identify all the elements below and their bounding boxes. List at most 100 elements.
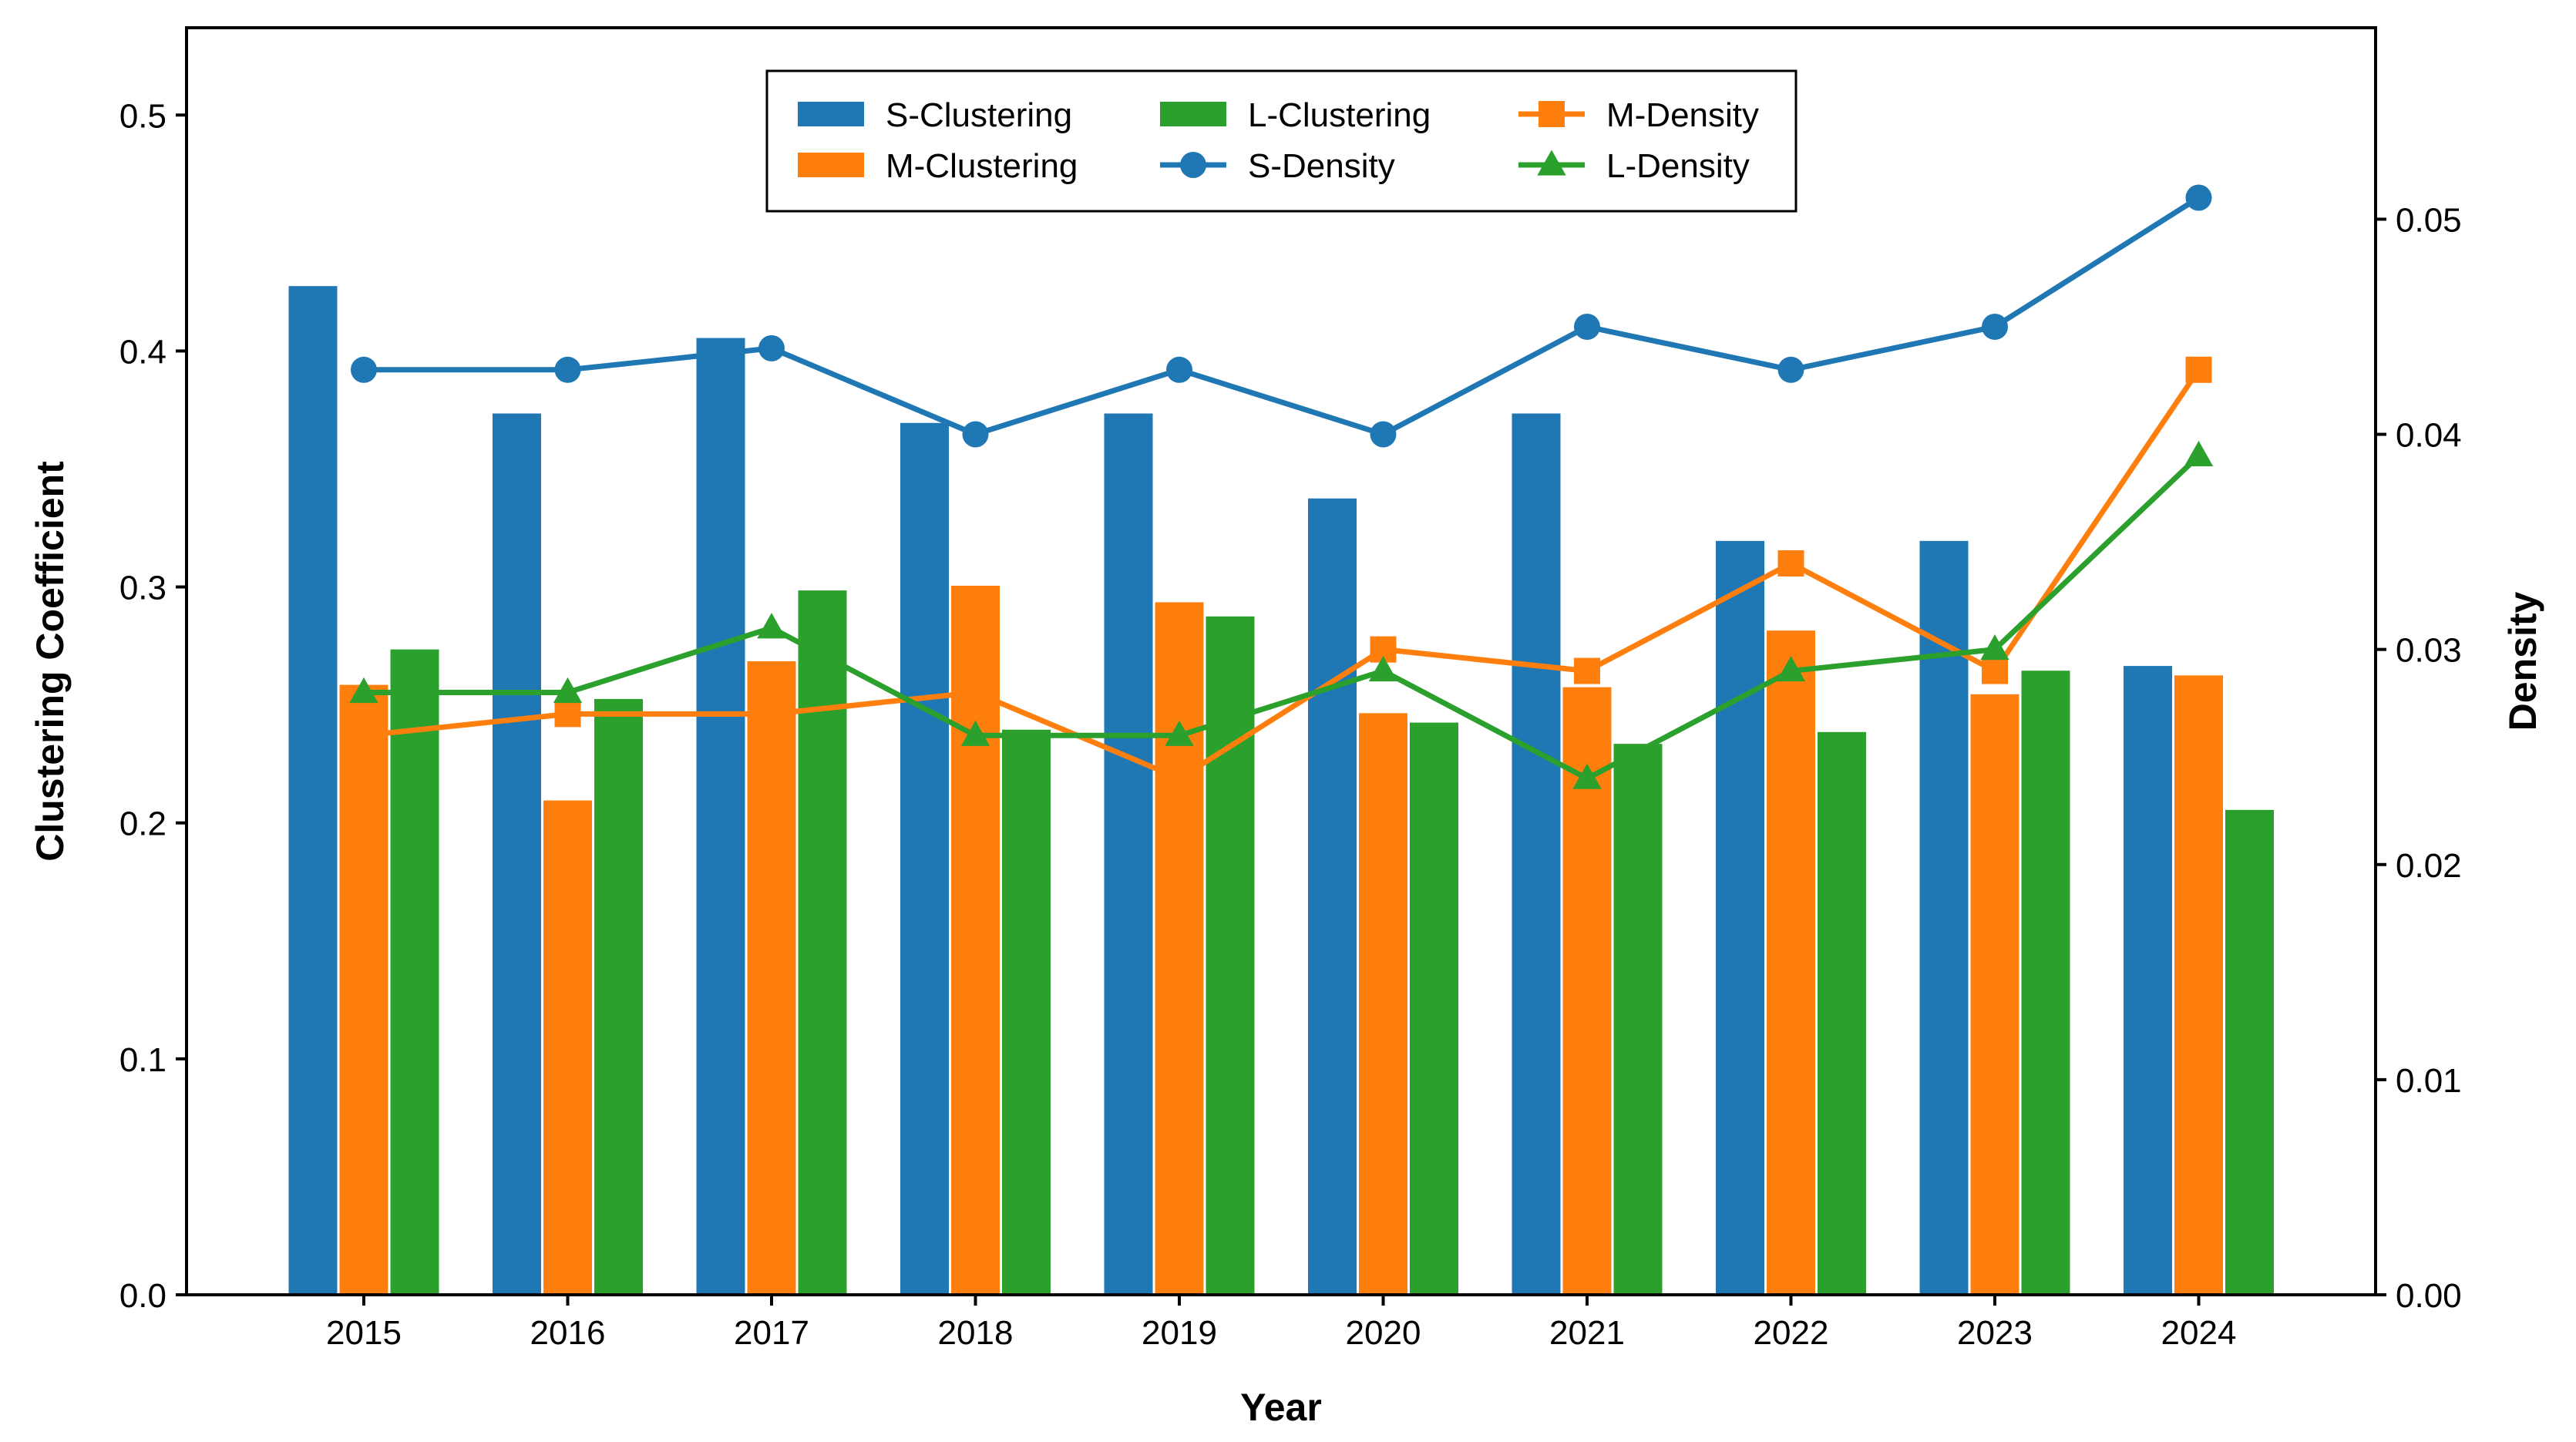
y2-tick-label-0.01: 0.01 [2396, 1062, 2462, 1100]
point-l-density-2018 [960, 720, 990, 746]
y2-axis-title: Density [2501, 592, 2544, 731]
bar-s-clustering-2023 [1917, 538, 1971, 1296]
x-tick-label-2023: 2023 [1957, 1314, 2033, 1352]
point-l-density-2024 [2184, 440, 2214, 467]
point-m-density-2017 [758, 701, 785, 728]
x-tick-label-2020: 2020 [1346, 1314, 1421, 1352]
legend-swatch-m-clustering [798, 153, 864, 177]
legend-swatch-l-clustering [1160, 102, 1226, 126]
legend-items: S-Clustering L-Clustering M-Density M-Clust… [798, 96, 1759, 185]
bar-m-clustering-2024 [2172, 673, 2225, 1296]
line-s-density [364, 195, 2201, 438]
point-m-density-2016 [554, 701, 581, 728]
bar-l-clustering-2024 [2223, 807, 2276, 1296]
bar-m-clustering-2022 [1764, 628, 1818, 1296]
bar-s-clustering-2021 [1509, 411, 1563, 1296]
y2-tick-label-0.03: 0.03 [2396, 632, 2462, 670]
point-m-density-2023 [1982, 657, 2008, 684]
lines-layer [349, 184, 2214, 792]
point-s-density-2018 [962, 421, 989, 448]
point-s-density-2021 [1574, 313, 1600, 340]
x-tick-label-2022: 2022 [1754, 1314, 1829, 1352]
bar-s-clustering-2015 [286, 284, 340, 1296]
bars-layer [286, 284, 2276, 1296]
point-m-density-2019 [1166, 765, 1192, 792]
legend-label-s-clustering: S-Clustering [886, 96, 1072, 134]
plot-frame [185, 26, 2377, 1296]
point-s-density-2017 [758, 334, 785, 361]
y-tick-label-0.1: 0.1 [119, 1041, 166, 1079]
x-tick-label-2021: 2021 [1549, 1314, 1625, 1352]
point-m-density-2021 [1574, 657, 1600, 684]
bar-l-clustering-2019 [1203, 613, 1257, 1296]
point-s-density-2015 [351, 356, 377, 383]
y-tick-label-0.0: 0.0 [119, 1277, 166, 1315]
point-l-density-2023 [1980, 634, 2009, 660]
point-s-density-2022 [1777, 356, 1804, 383]
bar-m-clustering-2020 [1357, 711, 1410, 1296]
axes-layer: 0.0 0.1 0.2 0.3 0.4 0.5 0.00 0.01 0.02 0.03 0.04 0.… [119, 97, 2462, 1352]
y2-tick-label-0.04: 0.04 [2396, 417, 2462, 455]
bar-l-clustering-2016 [592, 696, 645, 1296]
legend-label-l-clustering: L-Clustering [1248, 96, 1431, 134]
line-l-density [364, 453, 2201, 782]
legend-swatch-s-clustering [798, 102, 864, 126]
bar-s-clustering-2019 [1101, 411, 1155, 1296]
point-l-density-2016 [553, 677, 583, 704]
legend-label-l-density: L-Density [1606, 147, 1750, 185]
y2-tick-label-0.00: 0.00 [2396, 1277, 2462, 1315]
bar-m-clustering-2017 [745, 658, 799, 1296]
bar-l-clustering-2018 [1000, 727, 1053, 1296]
x-tick-label-2018: 2018 [938, 1314, 1014, 1352]
point-s-density-2023 [1982, 313, 2008, 340]
y-tick-label-0.4: 0.4 [119, 333, 166, 371]
bar-m-clustering-2023 [1968, 691, 2022, 1296]
legend-label-m-clustering: M-Clustering [886, 147, 1078, 185]
point-m-density-2018 [962, 679, 989, 706]
x-tick-label-2015: 2015 [326, 1314, 402, 1352]
point-l-density-2022 [1776, 656, 1806, 682]
y2-tick-label-0.02: 0.02 [2396, 847, 2462, 885]
legend-label-m-density: M-Density [1606, 96, 1759, 134]
point-s-density-2019 [1166, 356, 1192, 383]
bar-s-clustering-2024 [2121, 664, 2174, 1296]
y-axis-title: Clustering Coefficient [29, 461, 72, 862]
bar-s-clustering-2020 [1306, 496, 1359, 1296]
x-tick-label-2017: 2017 [734, 1314, 809, 1352]
bar-l-clustering-2017 [795, 588, 849, 1296]
bar-l-clustering-2023 [2019, 668, 2073, 1296]
bar-l-clustering-2015 [388, 647, 442, 1296]
x-axis-title: Year [1240, 1386, 1322, 1429]
point-l-density-2017 [757, 613, 786, 639]
y-tick-label-0.5: 0.5 [119, 97, 166, 135]
bar-s-clustering-2022 [1713, 538, 1767, 1296]
bar-m-clustering-2015 [337, 682, 391, 1296]
bar-s-clustering-2018 [898, 420, 951, 1296]
point-m-density-2022 [1777, 550, 1804, 577]
legend-marker-l-density [1537, 150, 1566, 176]
point-l-density-2021 [1572, 763, 1602, 789]
legend-marker-m-density [1539, 101, 1565, 127]
point-l-density-2019 [1165, 720, 1194, 746]
point-s-density-2016 [554, 356, 581, 383]
bar-s-clustering-2017 [694, 335, 748, 1296]
point-s-density-2020 [1370, 421, 1397, 448]
bar-l-clustering-2022 [1815, 729, 1868, 1296]
bar-l-clustering-2020 [1407, 720, 1461, 1296]
legend-marker-s-density [1180, 152, 1206, 178]
point-l-density-2015 [349, 677, 378, 704]
point-m-density-2015 [351, 722, 377, 749]
point-l-density-2020 [1368, 656, 1398, 682]
point-m-density-2024 [2185, 356, 2212, 383]
x-tick-label-2024: 2024 [2161, 1314, 2237, 1352]
legend-label-s-density: S-Density [1248, 147, 1395, 185]
y2-tick-label-0.05: 0.05 [2396, 201, 2462, 239]
bar-s-clustering-2016 [490, 411, 543, 1296]
point-s-density-2024 [2185, 184, 2212, 211]
bar-l-clustering-2021 [1611, 741, 1665, 1296]
x-tick-label-2016: 2016 [530, 1314, 606, 1352]
legend: S-Clustering L-Clustering M-Density M-Clust… [765, 69, 1797, 213]
y-tick-label-0.3: 0.3 [119, 570, 166, 607]
legend-box [765, 69, 1797, 213]
